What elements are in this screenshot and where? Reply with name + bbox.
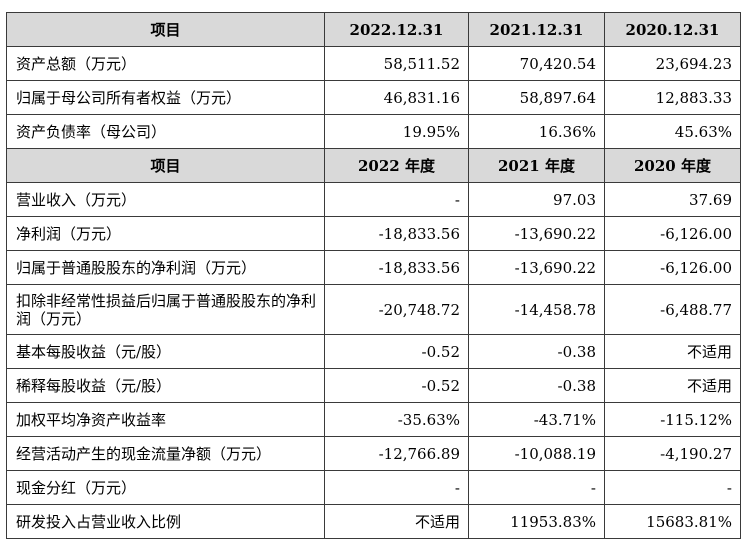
row-label: 归属于普通股股东的净利润（万元）: [6, 250, 325, 285]
table-row: 加权平均净资产收益率 -35.63% -43.71% -115.12%: [6, 402, 741, 437]
cell-value: -0.38: [468, 334, 605, 369]
table-row: 基本每股收益（元/股） -0.52 -0.38 不适用: [6, 334, 741, 369]
cell-value: -: [604, 470, 741, 505]
row-label: 资产负债率（母公司）: [6, 114, 325, 149]
cell-value: 15683.81%: [604, 504, 741, 539]
row-label: 研发投入占营业收入比例: [6, 504, 325, 539]
cell-value: -115.12%: [604, 402, 741, 437]
header-item: 项目: [6, 12, 325, 47]
row-label: 扣除非经常性损益后归属于普通股股东的净利润（万元）: [6, 284, 325, 335]
cell-value: -20,748.72: [324, 284, 469, 335]
table-row: 营业收入（万元） - 97.03 37.69: [6, 182, 741, 217]
cell-value: 19.95%: [324, 114, 469, 149]
cell-value: -6,126.00: [604, 250, 741, 285]
table-row: 扣除非经常性损益后归属于普通股股东的净利润（万元） -20,748.72 -14…: [6, 284, 741, 335]
header-row-balance: 项目 2022.12.31 2021.12.31 2020.12.31: [6, 12, 741, 47]
table-row: 资产负债率（母公司） 19.95% 16.36% 45.63%: [6, 114, 741, 149]
cell-value: 23,694.23: [604, 46, 741, 81]
cell-value: 不适用: [324, 504, 469, 539]
financial-data-table-container: 项目 2022.12.31 2021.12.31 2020.12.31 资产总额…: [6, 12, 741, 539]
cell-value: -18,833.56: [324, 216, 469, 251]
row-label: 归属于母公司所有者权益（万元）: [6, 80, 325, 115]
cell-value: 不适用: [604, 368, 741, 403]
cell-value: 58,511.52: [324, 46, 469, 81]
cell-value: -18,833.56: [324, 250, 469, 285]
row-label: 营业收入（万元）: [6, 182, 325, 217]
cell-value: -12,766.89: [324, 436, 469, 471]
cell-value: 97.03: [468, 182, 605, 217]
cell-value: -: [468, 470, 605, 505]
header-2022-annual: 2022 年度: [324, 148, 469, 183]
header-2020-12-31: 2020.12.31: [604, 12, 741, 47]
table-row: 现金分红（万元） - - -: [6, 470, 741, 505]
header-2021-12-31: 2021.12.31: [468, 12, 605, 47]
cell-value: 45.63%: [604, 114, 741, 149]
cell-value: 12,883.33: [604, 80, 741, 115]
cell-value: -35.63%: [324, 402, 469, 437]
cell-value: -: [324, 470, 469, 505]
row-label: 资产总额（万元）: [6, 46, 325, 81]
cell-value: -0.52: [324, 334, 469, 369]
row-label: 稀释每股收益（元/股）: [6, 368, 325, 403]
row-label: 净利润（万元）: [6, 216, 325, 251]
table-row: 研发投入占营业收入比例 不适用 11953.83% 15683.81%: [6, 504, 741, 539]
row-label: 基本每股收益（元/股）: [6, 334, 325, 369]
header-2021-annual: 2021 年度: [468, 148, 605, 183]
cell-value: 11953.83%: [468, 504, 605, 539]
table-row: 净利润（万元） -18,833.56 -13,690.22 -6,126.00: [6, 216, 741, 251]
cell-value: -6,488.77: [604, 284, 741, 335]
table-row: 归属于母公司所有者权益（万元） 46,831.16 58,897.64 12,8…: [6, 80, 741, 115]
header-2020-annual: 2020 年度: [604, 148, 741, 183]
table-row: 经营活动产生的现金流量净额（万元） -12,766.89 -10,088.19 …: [6, 436, 741, 471]
cell-value: -: [324, 182, 469, 217]
cell-value: 不适用: [604, 334, 741, 369]
header-2022-12-31: 2022.12.31: [324, 12, 469, 47]
cell-value: -14,458.78: [468, 284, 605, 335]
row-label: 现金分红（万元）: [6, 470, 325, 505]
cell-value: 37.69: [604, 182, 741, 217]
cell-value: -0.52: [324, 368, 469, 403]
cell-value: -10,088.19: [468, 436, 605, 471]
row-label: 加权平均净资产收益率: [6, 402, 325, 437]
cell-value: 70,420.54: [468, 46, 605, 81]
cell-value: -13,690.22: [468, 216, 605, 251]
cell-value: 58,897.64: [468, 80, 605, 115]
cell-value: -0.38: [468, 368, 605, 403]
cell-value: 46,831.16: [324, 80, 469, 115]
cell-value: -43.71%: [468, 402, 605, 437]
cell-value: -6,126.00: [604, 216, 741, 251]
row-label: 经营活动产生的现金流量净额（万元）: [6, 436, 325, 471]
table-row: 资产总额（万元） 58,511.52 70,420.54 23,694.23: [6, 46, 741, 81]
financial-data-table: 项目 2022.12.31 2021.12.31 2020.12.31 资产总额…: [6, 12, 741, 539]
header-row-income: 项目 2022 年度 2021 年度 2020 年度: [6, 148, 741, 183]
header-item: 项目: [6, 148, 325, 183]
cell-value: -13,690.22: [468, 250, 605, 285]
cell-value: 16.36%: [468, 114, 605, 149]
table-row: 稀释每股收益（元/股） -0.52 -0.38 不适用: [6, 368, 741, 403]
table-row: 归属于普通股股东的净利润（万元） -18,833.56 -13,690.22 -…: [6, 250, 741, 285]
cell-value: -4,190.27: [604, 436, 741, 471]
